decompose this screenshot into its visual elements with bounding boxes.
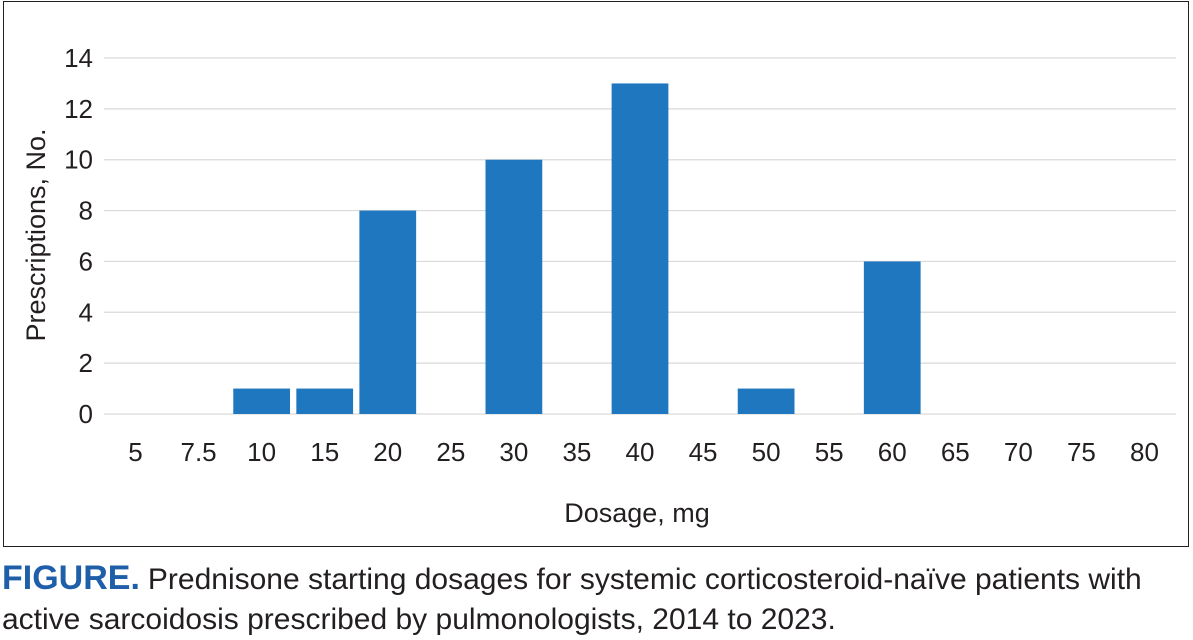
x-tick-label: 75 <box>1067 437 1096 467</box>
x-tick-label: 35 <box>562 437 591 467</box>
bar-chart: 0 2 4 6 8 10 12 14 5 7.5 10 15 20 25 30 35 40 45 50 55 60 65… <box>21 43 1176 528</box>
bar-30 <box>485 159 543 414</box>
bar-40 <box>611 83 669 414</box>
figure-caption: FIGURE. Prednisone starting dosages for s… <box>2 558 1192 640</box>
x-axis-title: Dosage, mg <box>564 498 710 528</box>
bar-20 <box>359 210 417 414</box>
x-axis-ticks: 5 7.5 10 15 20 25 30 35 40 45 50 55 60 65 70 75 80 <box>128 437 1159 467</box>
x-tick-label: 25 <box>436 437 465 467</box>
x-tick-label: 15 <box>310 437 339 467</box>
caption-text: Prednisone starting dosages for systemic… <box>2 563 1142 636</box>
x-tick-label: 30 <box>499 437 528 467</box>
y-tick-label: 10 <box>64 145 93 175</box>
x-tick-label: 55 <box>815 437 844 467</box>
bar-10 <box>233 388 291 414</box>
gridlines <box>104 57 1176 415</box>
x-tick-label: 70 <box>1004 437 1033 467</box>
x-tick-label: 40 <box>626 437 655 467</box>
x-tick-label: 50 <box>752 437 781 467</box>
x-tick-label: 60 <box>878 437 907 467</box>
x-tick-label: 20 <box>373 437 402 467</box>
bars <box>233 83 921 414</box>
x-tick-label: 7.5 <box>181 437 217 467</box>
y-tick-label: 4 <box>79 297 93 327</box>
bar-50 <box>737 388 795 414</box>
x-tick-label: 65 <box>941 437 970 467</box>
y-axis-title: Prescriptions, No. <box>21 128 51 341</box>
chart-frame <box>3 1 1189 547</box>
y-tick-label: 6 <box>79 246 93 276</box>
bar-15 <box>296 388 354 414</box>
x-tick-label: 45 <box>689 437 718 467</box>
y-tick-label: 0 <box>79 399 93 429</box>
y-tick-label: 2 <box>79 348 93 378</box>
y-axis-ticks: 0 2 4 6 8 10 12 14 <box>64 43 93 429</box>
y-tick-label: 12 <box>64 94 93 124</box>
caption-label: FIGURE. <box>2 559 140 597</box>
x-tick-label: 10 <box>247 437 276 467</box>
x-tick-label: 5 <box>128 437 142 467</box>
x-tick-label: 80 <box>1130 437 1159 467</box>
bar-60 <box>863 261 921 414</box>
y-tick-label: 14 <box>64 43 93 73</box>
y-tick-label: 8 <box>79 196 93 226</box>
